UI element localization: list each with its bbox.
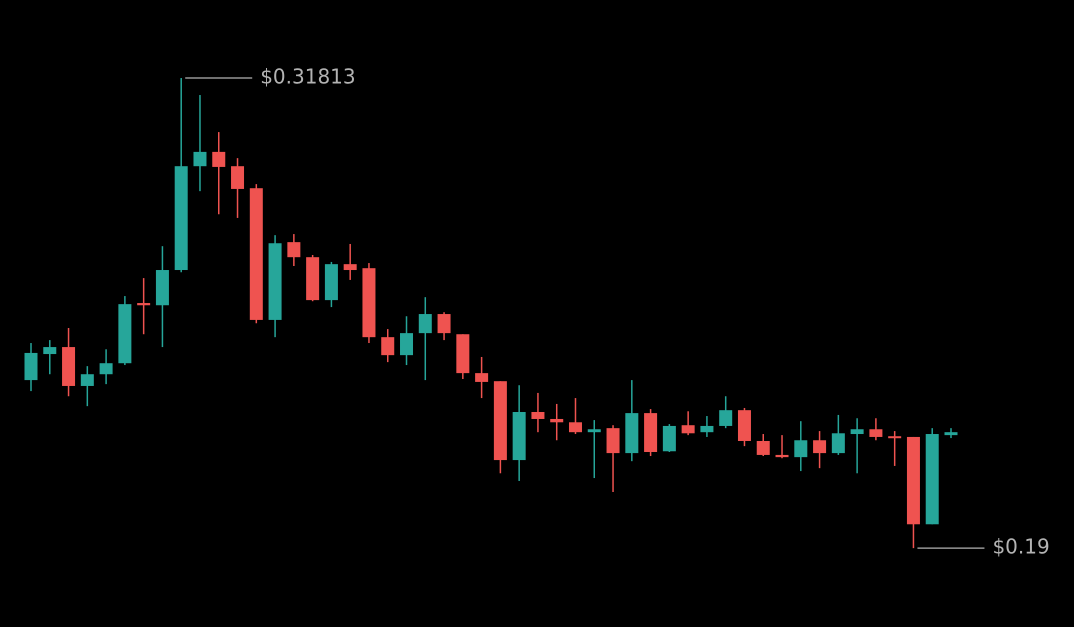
candle-body: [813, 440, 827, 454]
candle-body: [155, 270, 169, 306]
candle-body: [287, 242, 301, 258]
candle-body: [212, 151, 226, 167]
candle-body: [193, 151, 207, 167]
candle-body: [531, 412, 545, 419]
candle-body: [925, 434, 939, 525]
candle-body: [775, 454, 789, 458]
candle-body: [174, 166, 188, 271]
annotation-label: $0.31813: [260, 65, 355, 89]
candle-body: [794, 440, 808, 458]
candle-body: [324, 264, 338, 301]
candle-body: [606, 428, 620, 454]
candle-body: [62, 347, 76, 386]
candle-body: [231, 166, 245, 189]
candle-body: [418, 314, 432, 334]
candle-body: [888, 436, 902, 439]
candle-body: [869, 429, 883, 437]
candle-body: [512, 412, 526, 461]
candle-body: [644, 413, 658, 452]
candle-body: [268, 243, 282, 320]
candle-body: [400, 333, 414, 356]
annotation-label: $0.19: [992, 535, 1049, 559]
candle-body: [80, 374, 94, 386]
candle-body: [906, 436, 920, 525]
candle-body: [118, 304, 132, 364]
candle-body: [249, 188, 263, 320]
candle-body: [137, 303, 151, 306]
candle-body: [737, 410, 751, 441]
candle-body: [850, 429, 864, 435]
candle-body: [568, 422, 582, 433]
candle-body: [24, 352, 38, 381]
candle-body: [719, 410, 733, 426]
candle-body: [456, 334, 470, 374]
candle-body: [362, 268, 376, 338]
candle-body: [756, 440, 770, 455]
candle-body: [99, 363, 113, 375]
candle-body: [700, 425, 714, 433]
candle-body: [343, 264, 357, 271]
candle-body: [306, 257, 320, 301]
candle-body: [662, 425, 676, 452]
candle-body: [475, 373, 489, 382]
candle-body: [831, 433, 845, 454]
candle-body: [681, 425, 695, 434]
candle-body: [944, 432, 958, 436]
candle-body: [381, 337, 395, 356]
candle-body: [43, 347, 57, 355]
candle-body: [587, 429, 601, 433]
candle-body: [437, 314, 451, 334]
candle-body: [493, 381, 507, 461]
candle-body: [550, 418, 564, 423]
candle-body: [625, 413, 639, 454]
